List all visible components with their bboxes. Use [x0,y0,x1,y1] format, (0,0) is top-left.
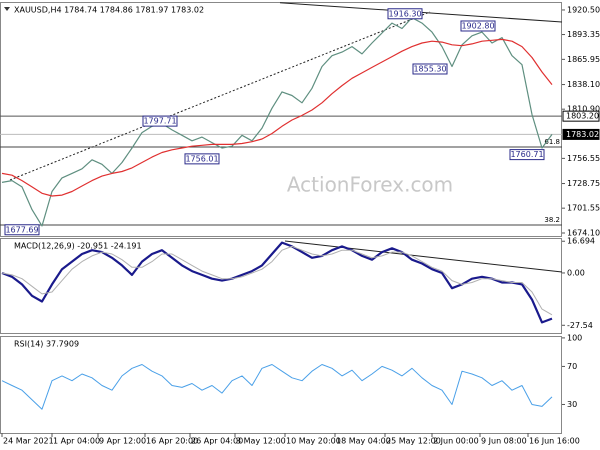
series-line [1,245,553,316]
price-marker-label: 1803.20 [566,112,599,121]
y-tick-label: -27.54 [567,321,593,330]
price-marker-label: 1783.02 [566,130,599,139]
x-tick-label: 9 Apr 12:00 [99,437,146,446]
annotation-box [184,153,220,165]
menu-arrow [4,7,10,11]
y-tick-label: 1674.10 [567,229,600,238]
y-tick-label: 70 [567,362,577,371]
y-tick-label: 0.00 [567,268,585,277]
y-tick-label: 1701.55 [567,204,600,213]
x-tick-label: 25 May 12:00 [386,437,441,446]
annotation-label: 1677.69 [5,225,38,234]
annotation-box [142,115,178,127]
y-tick-label: 100 [567,333,582,342]
y-tick-label: 1728.75 [567,179,600,188]
fib-label: 38.2 [544,216,560,224]
trendline [284,240,563,273]
series-line [1,17,553,227]
annotation-box [509,149,545,161]
annotation-label: 1855.30 [413,64,446,73]
annotation-label: 1756.01 [185,154,218,163]
annotation-box [460,20,496,32]
x-tick-label: 24 Mar 2021 [3,437,54,446]
watermark: ActionForex.com [287,173,453,197]
x-tick-label: 3 May 12:00 [236,437,286,446]
y-tick-label: 1810.90 [567,105,600,114]
x-tick-label: 16 Apr 20:00 [146,437,198,446]
price-marker-box [562,110,600,122]
y-tick-label: 1756.55 [567,154,600,163]
y-tick-label: 1865.95 [567,55,600,64]
annotation-label: 1902.80 [461,21,494,30]
panel-frame [0,2,562,237]
x-tick-label: 26 Apr 04:00 [191,437,243,446]
x-tick-label: 18 May 04:00 [336,437,391,446]
annotation-box [4,224,40,236]
fib-label: 61.8 [544,138,560,146]
series-line [1,38,553,197]
panel-title: XAUUSD,H4 1784.74 1784.86 1781.97 1783.0… [14,6,204,15]
trendline [9,11,431,181]
panel-frame [0,336,562,434]
y-tick-label: 30 [567,400,577,409]
annotation-label: 1916.30 [388,9,421,18]
panel-title: RSI(14) 37.7909 [14,340,79,349]
annotation-label: 1797.71 [143,117,176,126]
annotation-box [387,8,423,20]
x-tick-label: 10 May 20:00 [286,437,341,446]
panel-frame [0,238,562,334]
annotation-box [412,63,448,75]
series-line [1,364,553,410]
y-tick-label: 1920.50 [567,5,600,14]
y-tick-label: 1838.10 [567,80,600,89]
x-tick-label: 2 Jun 00:00 [433,437,479,446]
x-tick-label: 16 Jun 16:00 [529,437,580,446]
y-tick-label: 1893.35 [567,30,600,39]
annotation-label: 1760.71 [510,150,543,159]
panel-title: MACD(12,26,9) -20.951 -24.191 [14,242,142,251]
series-line [1,241,553,324]
x-tick-label: 9 Jun 08:00 [481,437,527,446]
x-tick-label: 1 Apr 04:00 [53,437,100,446]
price-marker-box [562,128,600,140]
y-tick-label: 16.694 [567,237,595,246]
